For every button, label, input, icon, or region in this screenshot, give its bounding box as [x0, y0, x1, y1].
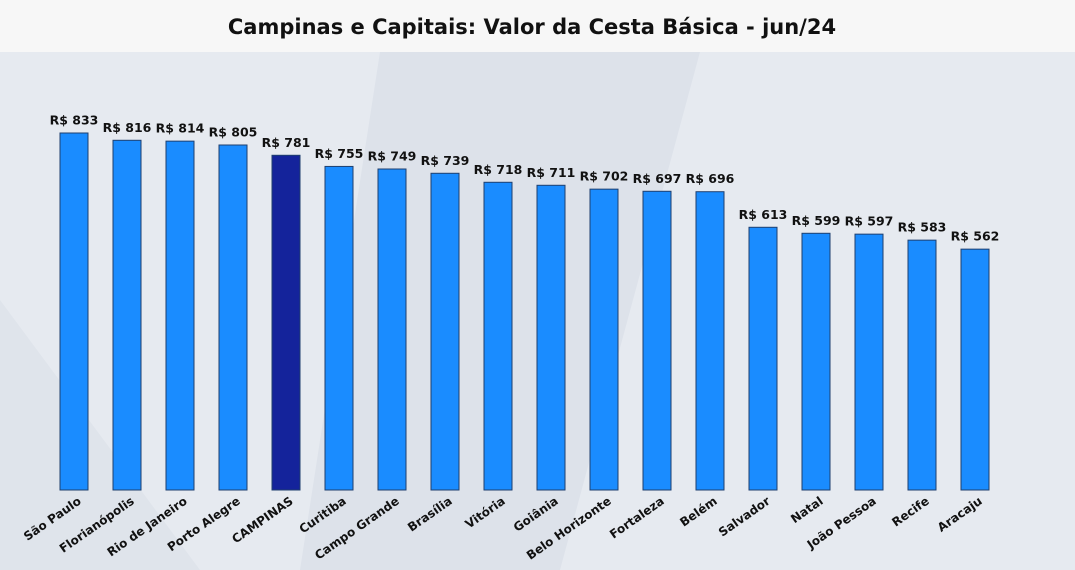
bar: [536, 184, 566, 491]
bar: [960, 248, 990, 491]
value-label: R$ 805: [209, 125, 258, 140]
bar: [271, 154, 301, 491]
value-label: R$ 702: [580, 169, 629, 184]
bar: [642, 190, 672, 491]
bar: [907, 239, 937, 491]
bar: [59, 132, 89, 491]
value-label: R$ 599: [792, 213, 841, 228]
value-label: R$ 814: [156, 121, 205, 136]
value-label: R$ 597: [845, 214, 894, 229]
value-label: R$ 711: [527, 165, 576, 180]
title-band: [0, 0, 1075, 52]
value-label: R$ 816: [103, 120, 152, 135]
bar: [324, 165, 354, 491]
chart-title: Campinas e Capitais: Valor da Cesta Bási…: [228, 15, 836, 39]
bar: [430, 172, 460, 491]
value-label: R$ 696: [686, 171, 735, 186]
bar: [589, 188, 619, 491]
bar: [112, 139, 142, 491]
bar: [165, 140, 195, 491]
bar: [218, 144, 248, 491]
bar: [854, 233, 884, 491]
value-label: R$ 613: [739, 207, 788, 222]
value-label: R$ 718: [474, 162, 523, 177]
bar: [748, 226, 778, 491]
bar: [483, 181, 513, 491]
bar: [801, 232, 831, 491]
value-label: R$ 833: [50, 113, 99, 128]
value-label: R$ 562: [951, 229, 1000, 244]
value-label: R$ 697: [633, 171, 682, 186]
value-label: R$ 583: [898, 220, 947, 235]
watermark: [0, 300, 200, 570]
bar: [377, 168, 407, 491]
value-label: R$ 749: [368, 149, 417, 164]
bar: [695, 191, 725, 491]
value-label: R$ 755: [315, 146, 364, 161]
value-label: R$ 781: [262, 135, 311, 150]
value-label: R$ 739: [421, 153, 470, 168]
